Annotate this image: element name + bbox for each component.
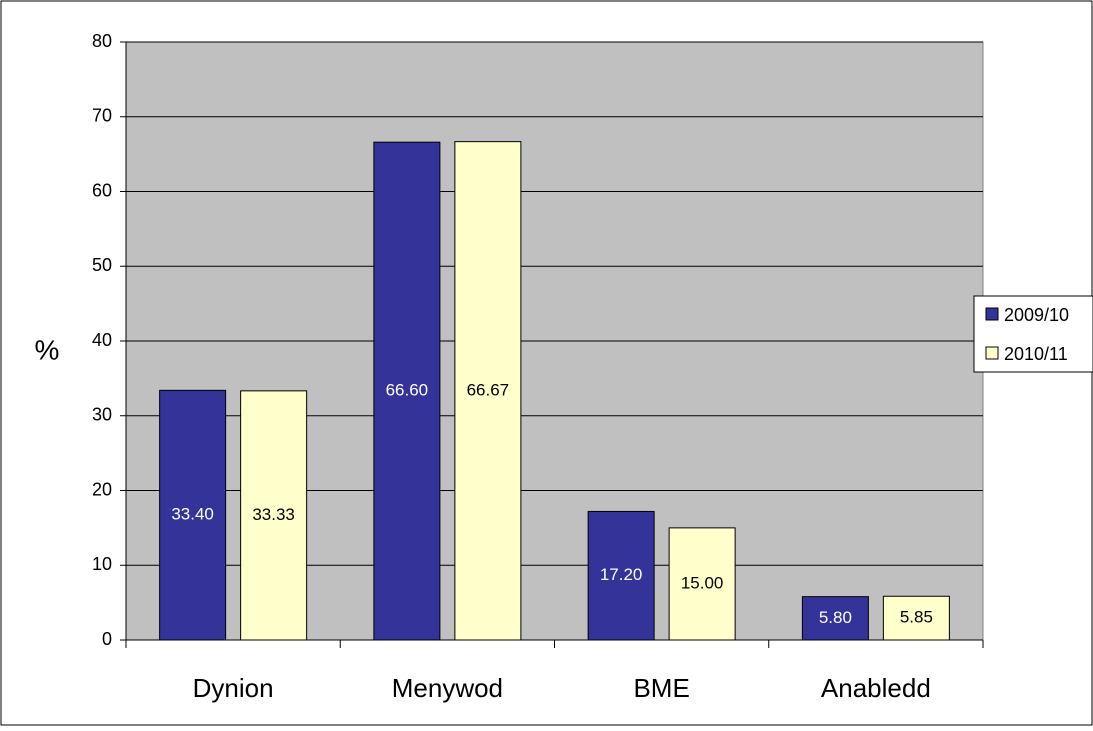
bar: [801, 596, 869, 641]
legend-swatch-2010-11: [985, 346, 999, 360]
axes: 0 10 20 30 40 50 60 70 80 Dynion Menywod BME Anabled…: [92, 31, 984, 703]
bar: [373, 141, 441, 641]
y-tick-label: 0: [102, 629, 112, 649]
bar: [882, 595, 950, 641]
y-tick-label: 40: [92, 330, 112, 350]
data-label: 5.85: [900, 608, 933, 627]
data-label: 66.60: [386, 381, 429, 400]
x-category-label: BME: [633, 673, 689, 703]
y-tick-label: 20: [92, 479, 112, 499]
bar: [240, 390, 308, 641]
y-tick-label: 50: [92, 255, 112, 275]
data-label: 33.40: [171, 505, 214, 524]
y-tick-label: 80: [92, 31, 112, 51]
y-tick-label: 30: [92, 405, 112, 425]
y-tick-label: 60: [92, 180, 112, 200]
bar: [159, 389, 227, 641]
data-label: 15.00: [681, 573, 724, 592]
data-label: 5.80: [819, 608, 852, 627]
y-tick-label: 70: [92, 106, 112, 126]
bar: [668, 527, 736, 641]
x-category-label: Menywod: [392, 673, 503, 703]
x-category-label: Dynion: [193, 673, 274, 703]
legend-swatch-2009-10: [985, 307, 999, 321]
y-tick-label: 10: [92, 554, 112, 574]
legend-label-2010-11: 2010/11: [1004, 344, 1068, 364]
legend: 2009/10 2010/11: [973, 295, 1093, 373]
y-axis-label: %: [35, 334, 60, 365]
bars: 33.40 33.33 66.60 66.67 17.20 15.00 5.80 5.85: [159, 141, 950, 641]
data-label: 33.33: [252, 505, 295, 524]
data-label: 17.20: [600, 565, 643, 584]
data-label: 66.67: [467, 380, 510, 399]
x-category-label: Anabledd: [821, 673, 931, 703]
legend-label-2009-10: 2009/10: [1004, 305, 1069, 325]
